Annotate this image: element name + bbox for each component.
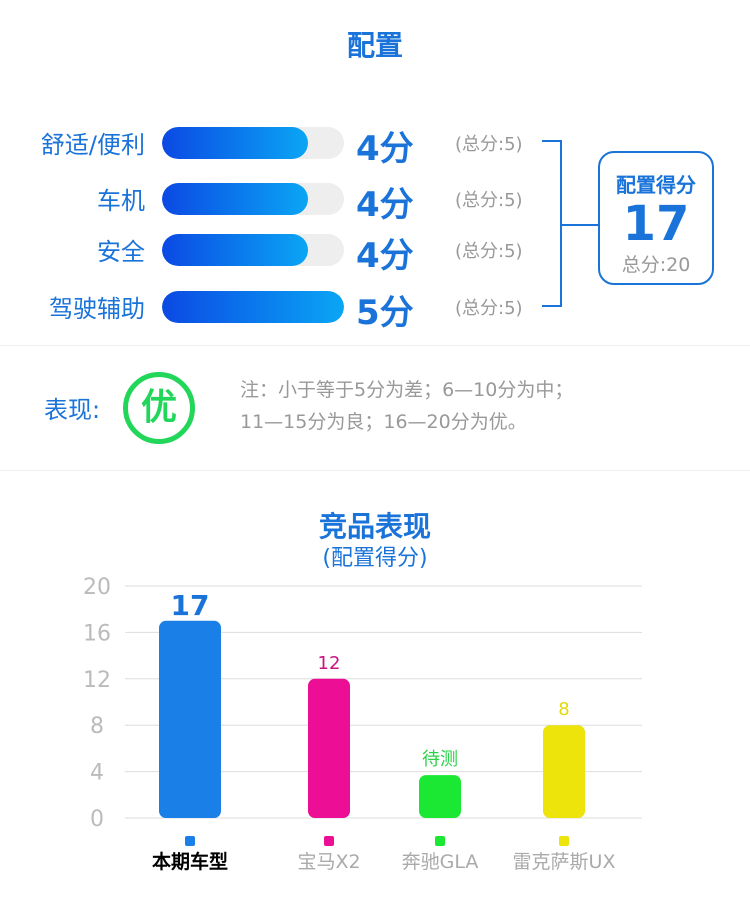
bar-fill-infotainment <box>162 183 308 215</box>
total-safety: (总分:5) <box>455 241 523 262</box>
bar-track-safety <box>162 234 344 266</box>
bracket-connector <box>560 224 598 226</box>
legend-dot <box>185 836 195 846</box>
performance-badge: 优 <box>123 372 195 444</box>
y-tick-label: 12 <box>83 668 111 693</box>
config-score-total: 总分:20 <box>621 254 691 276</box>
y-tick-label: 8 <box>90 714 104 739</box>
performance-note: 注：小于等于5分为差；6—10分为中； 11—15分为良；16—20分为优。 <box>240 374 573 438</box>
bar-fill-comfort <box>162 127 308 159</box>
total-comfort: (总分:5) <box>455 134 523 155</box>
legend-dot <box>559 836 569 846</box>
y-tick-label: 4 <box>90 761 104 786</box>
divider-top <box>0 345 750 346</box>
performance-note-line2: 11—15分为良；16—20分为优。 <box>240 411 527 433</box>
data-label: 待测 <box>422 749 458 770</box>
y-tick-label: 16 <box>83 621 111 646</box>
bracket-bottom-arm <box>542 305 562 307</box>
score-comfort: 4分 <box>356 129 414 169</box>
performance-note-line1: 注：小于等于5分为差；6—10分为中； <box>240 379 574 401</box>
bar <box>419 775 461 818</box>
score-safety: 4分 <box>356 236 414 276</box>
data-label: 12 <box>318 653 341 674</box>
bar <box>308 678 350 818</box>
bracket-vertical <box>560 140 562 307</box>
config-score-box: 配置得分 17 总分:20 <box>598 151 714 285</box>
score-driver-assist: 5分 <box>356 293 414 333</box>
divider-bottom <box>0 470 750 471</box>
config-title: 配置 <box>346 29 403 62</box>
row-label-comfort: 舒适/便利 <box>40 131 145 159</box>
total-infotainment: (总分:5) <box>455 190 523 211</box>
row-label-infotainment: 车机 <box>97 187 145 215</box>
category-label: 宝马X2 <box>297 851 360 873</box>
score-infotainment: 4分 <box>356 185 414 225</box>
config-score-value: 17 <box>622 196 690 252</box>
bar-fill-driver-assist <box>162 291 344 323</box>
y-tick-label: 20 <box>83 575 111 600</box>
data-label: 17 <box>171 589 210 622</box>
chart-title: 竞品表现 <box>318 510 431 543</box>
bar <box>159 620 221 818</box>
category-label: 雷克萨斯UX <box>513 851 616 873</box>
category-label: 本期车型 <box>152 850 228 873</box>
y-tick-label: 0 <box>90 807 104 832</box>
bar-track-infotainment <box>162 183 344 215</box>
bar-track-comfort <box>162 127 344 159</box>
performance-label: 表现: <box>44 396 101 424</box>
bar-track-driver-assist <box>162 291 344 323</box>
row-label-driver-assist: 驾驶辅助 <box>49 295 145 323</box>
total-driver-assist: (总分:5) <box>455 298 523 319</box>
bar <box>543 725 585 818</box>
data-label: 8 <box>558 699 569 720</box>
chart-subtitle: (配置得分) <box>322 546 428 571</box>
legend-dot <box>435 836 445 846</box>
bracket-top-arm <box>542 140 562 142</box>
bar-fill-safety <box>162 234 308 266</box>
legend-dot <box>324 836 334 846</box>
row-label-safety: 安全 <box>97 238 145 266</box>
config-score-label: 配置得分 <box>616 173 696 197</box>
category-label: 奔驰GLA <box>402 851 479 873</box>
